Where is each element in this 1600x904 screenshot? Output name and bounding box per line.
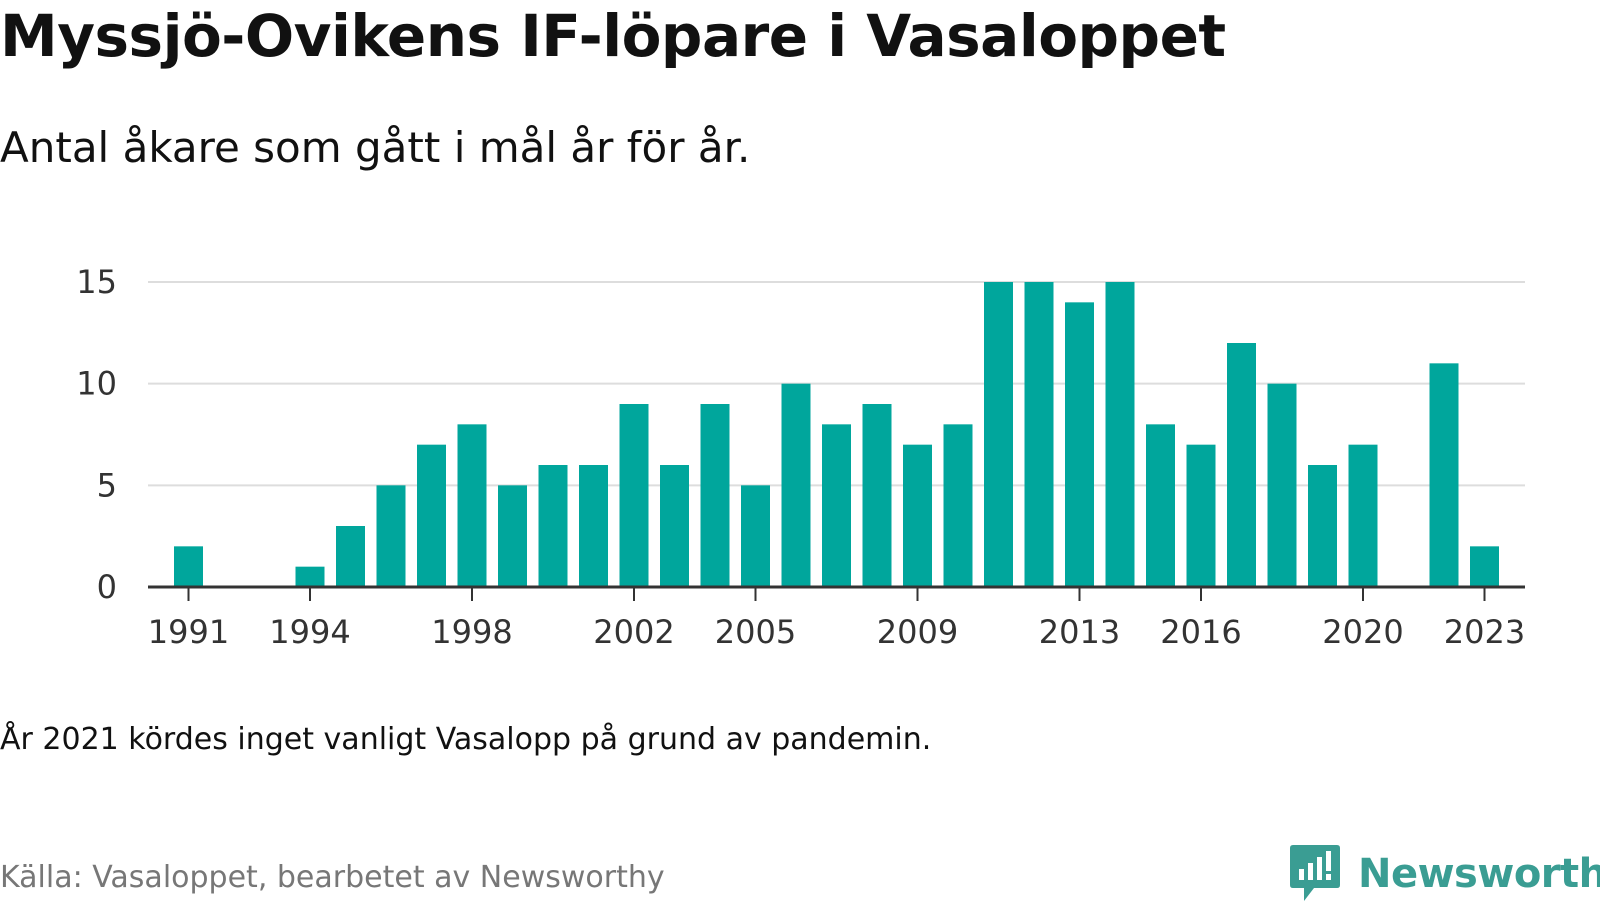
bar-1995 <box>336 526 365 587</box>
source-credit: Källa: Vasaloppet, bearbetet av Newswort… <box>0 860 665 895</box>
bar-1999 <box>498 485 527 587</box>
y-tick-label: 10 <box>76 365 117 403</box>
bar-2000 <box>538 465 568 587</box>
bar-2013 <box>1065 302 1094 587</box>
x-tick-label: 2005 <box>715 613 796 651</box>
x-axis <box>148 585 1525 601</box>
bar-2006 <box>781 383 811 587</box>
y-axis-ticks: 0 5 10 15 <box>76 263 117 606</box>
chart-speech-bubble-icon <box>1290 845 1340 901</box>
bar-2019 <box>1308 465 1337 587</box>
x-tick-label: 2009 <box>877 613 958 651</box>
bar-2011 <box>984 282 1013 587</box>
x-tick-label: 2016 <box>1160 613 1241 651</box>
bar-2015 <box>1146 424 1175 587</box>
x-tick-label: 1994 <box>269 613 350 651</box>
bar-2007 <box>822 424 851 587</box>
bar-2020 <box>1348 444 1378 587</box>
y-tick-label: 5 <box>97 466 117 504</box>
bar-2002 <box>619 404 649 587</box>
x-tick-label: 2002 <box>593 613 674 651</box>
brand-name: Newsworthy <box>1358 851 1600 897</box>
bar-2016 <box>1186 444 1216 587</box>
newsworthy-logo: Newsworthy <box>1290 844 1600 904</box>
x-axis-ticks: 1991 1994 1998 2002 2005 2009 2013 2016 2020 2023 <box>148 613 1525 651</box>
bar-2003 <box>660 465 689 587</box>
y-tick-label: 0 <box>97 568 117 606</box>
bar-2008 <box>862 404 892 587</box>
x-tick-label: 2023 <box>1444 613 1525 651</box>
x-tick-label: 1991 <box>148 613 229 651</box>
x-tick-label: 2013 <box>1039 613 1120 651</box>
bars <box>174 282 1499 587</box>
chart-title: Myssjö-Ovikens IF-löpare i Vasaloppet <box>0 2 1226 70</box>
bar-2018 <box>1267 383 1297 587</box>
bar-2023 <box>1470 546 1499 587</box>
bar-2009 <box>903 444 932 587</box>
bar-2022 <box>1429 363 1459 587</box>
bar-2010 <box>943 424 973 587</box>
bar-2017 <box>1227 343 1256 587</box>
bar-2001 <box>579 465 608 587</box>
bar-2004 <box>700 404 730 587</box>
bar-1998 <box>457 424 487 587</box>
bar-2005 <box>741 485 770 587</box>
bar-1997 <box>417 444 446 587</box>
y-tick-label: 15 <box>76 263 117 301</box>
bar-2014 <box>1105 282 1135 587</box>
bar-1994 <box>295 566 325 587</box>
chart-subtitle: Antal åkare som gått i mål år för år. <box>0 123 751 172</box>
footnote: År 2021 kördes inget vanligt Vasalopp på… <box>0 722 932 757</box>
bar-1991 <box>174 546 203 587</box>
x-tick-label: 1998 <box>431 613 512 651</box>
bar-2012 <box>1024 282 1054 587</box>
bar-1996 <box>376 485 406 587</box>
x-tick-label: 2020 <box>1322 613 1403 651</box>
